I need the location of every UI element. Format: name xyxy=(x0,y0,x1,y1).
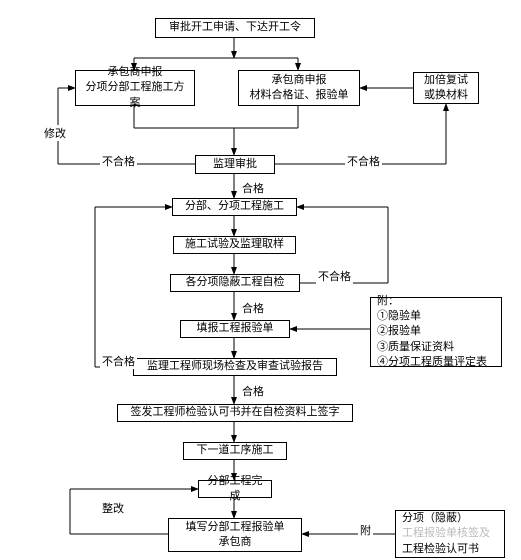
lbl-fail-n8: 不合格 xyxy=(316,268,353,284)
lbl-pass3: 合格 xyxy=(240,383,266,399)
lbl-rect: 整改 xyxy=(100,500,126,516)
lbl-modify: 修改 xyxy=(42,125,68,141)
txt: 分部工程完成 xyxy=(205,474,265,505)
txt: 分部、分项工程施工 xyxy=(185,199,284,214)
txt: 承包商申报 xyxy=(272,73,327,88)
note-attach1: 附： ①隐验单 ②报验单 ③质量保证资料 ④分项工程质量评定表 xyxy=(370,297,502,367)
txt: ②报验单 xyxy=(377,324,421,339)
txt: ③质量保证资料 xyxy=(377,340,454,355)
txt: ④分项工程质量评定表 xyxy=(377,355,487,370)
lbl-pass2: 合格 xyxy=(240,300,266,316)
lbl-pass1: 合格 xyxy=(240,180,266,196)
node-construction: 分部、分项工程施工 xyxy=(172,198,297,216)
txt: 各分项隐蔽工程自检 xyxy=(186,275,285,290)
txt: 承包商申报 xyxy=(108,65,163,80)
txt: 分项分部工程施工方案 xyxy=(82,80,188,111)
node-approve-start: 审批开工申请、下达开工令 xyxy=(155,18,315,38)
lbl-attach2: 附 xyxy=(358,522,373,538)
node-sign-cert: 签发工程师检验认可书并在自检资料上签字 xyxy=(117,404,353,422)
txt: 承包商 xyxy=(219,535,252,550)
node-subsection-done: 分部工程完成 xyxy=(198,480,272,498)
txt: 材料合格证、报验单 xyxy=(250,88,349,103)
txt: 填报工程报验单 xyxy=(197,321,274,336)
lbl-fail-right: 不合格 xyxy=(345,153,382,169)
txt: 审批开工申请、下达开工令 xyxy=(169,20,301,35)
lbl-fail-left: 不合格 xyxy=(100,153,137,169)
node-fill-sub-report: 填写分部工程报验单 承包商 xyxy=(168,518,302,552)
txt: 附： xyxy=(377,294,399,309)
txt: 加倍复试 xyxy=(424,73,468,88)
node-test-sample: 施工试验及监理取样 xyxy=(173,236,296,254)
node-contractor-material: 承包商申报 材料合格证、报验单 xyxy=(238,70,360,106)
txt: 工程检验认可书 xyxy=(402,542,479,557)
txt: 分项（隐蔽） xyxy=(402,511,468,526)
node-contractor-plan: 承包商申报 分项分部工程施工方案 xyxy=(75,70,195,106)
txt: 监理工程师现场检查及审查试验报告 xyxy=(147,359,323,374)
node-self-check: 各分项隐蔽工程自检 xyxy=(170,274,300,292)
node-engineer-check: 监理工程师现场检查及审查试验报告 xyxy=(133,358,337,376)
txt: 填写分部工程报验单 xyxy=(186,520,285,535)
txt: 工程报验单核签及 xyxy=(402,526,490,541)
txt: 下一道工序施工 xyxy=(197,443,274,458)
node-fill-report: 填报工程报验单 xyxy=(180,320,290,338)
note-attach2: 分项（隐蔽） 工程报验单核签及 工程检验认可书 xyxy=(395,510,505,558)
txt: 签发工程师检验认可书并在自检资料上签字 xyxy=(131,405,340,420)
txt: 或换材料 xyxy=(424,88,468,103)
txt: 监理审批 xyxy=(213,157,257,172)
txt: 施工试验及监理取样 xyxy=(185,237,284,252)
lbl-fail-n10: 不合格 xyxy=(100,353,137,369)
node-supervise-approve: 监理审批 xyxy=(195,155,275,174)
node-next-process: 下一道工序施工 xyxy=(183,442,287,460)
node-retest: 加倍复试 或换材料 xyxy=(413,72,479,104)
txt: ①隐验单 xyxy=(377,309,421,324)
